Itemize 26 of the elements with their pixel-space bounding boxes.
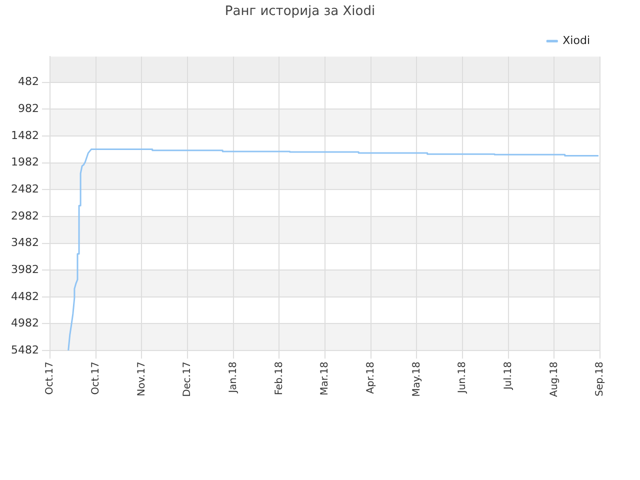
x-tick-label: Apr.18	[365, 362, 376, 394]
y-tick-label: 2982	[11, 209, 39, 222]
x-tick-label: May.18	[411, 362, 422, 397]
y-tick-label: 4482	[11, 290, 39, 303]
y-tick-label: 4982	[11, 316, 39, 330]
x-tick-label: Oct.17	[90, 362, 102, 395]
y-tick-label: 982	[18, 102, 39, 116]
x-tick-label: Nov.17	[136, 362, 148, 396]
x-tick-label: Mar.18	[320, 362, 331, 396]
x-tick-label: Oct.17	[44, 362, 56, 395]
y-tick-label: 5482	[11, 343, 39, 356]
x-tick-label: Dec.17	[182, 362, 194, 397]
y-tick-label: 482	[18, 75, 39, 88]
x-tick-label: Jul.18	[502, 362, 514, 391]
y-tick-label: 2482	[11, 182, 39, 196]
chart-title: Ранг историја за Xiodi	[224, 4, 376, 20]
x-tick-label: Feb.18	[274, 362, 285, 396]
x-tick-label: Sep.18	[594, 362, 606, 396]
y-tick-label: 3482	[11, 236, 39, 250]
x-tick-label: Jan.18	[228, 362, 239, 394]
y-tick-label: 3982	[11, 262, 39, 276]
y-tick-label: 1482	[11, 128, 39, 142]
y-tick-label: 1982	[11, 156, 39, 169]
x-tick-label: Aug.18	[548, 362, 560, 398]
x-tick-label: Jun.18	[457, 362, 468, 394]
legend-label: Xiodi	[562, 34, 590, 47]
